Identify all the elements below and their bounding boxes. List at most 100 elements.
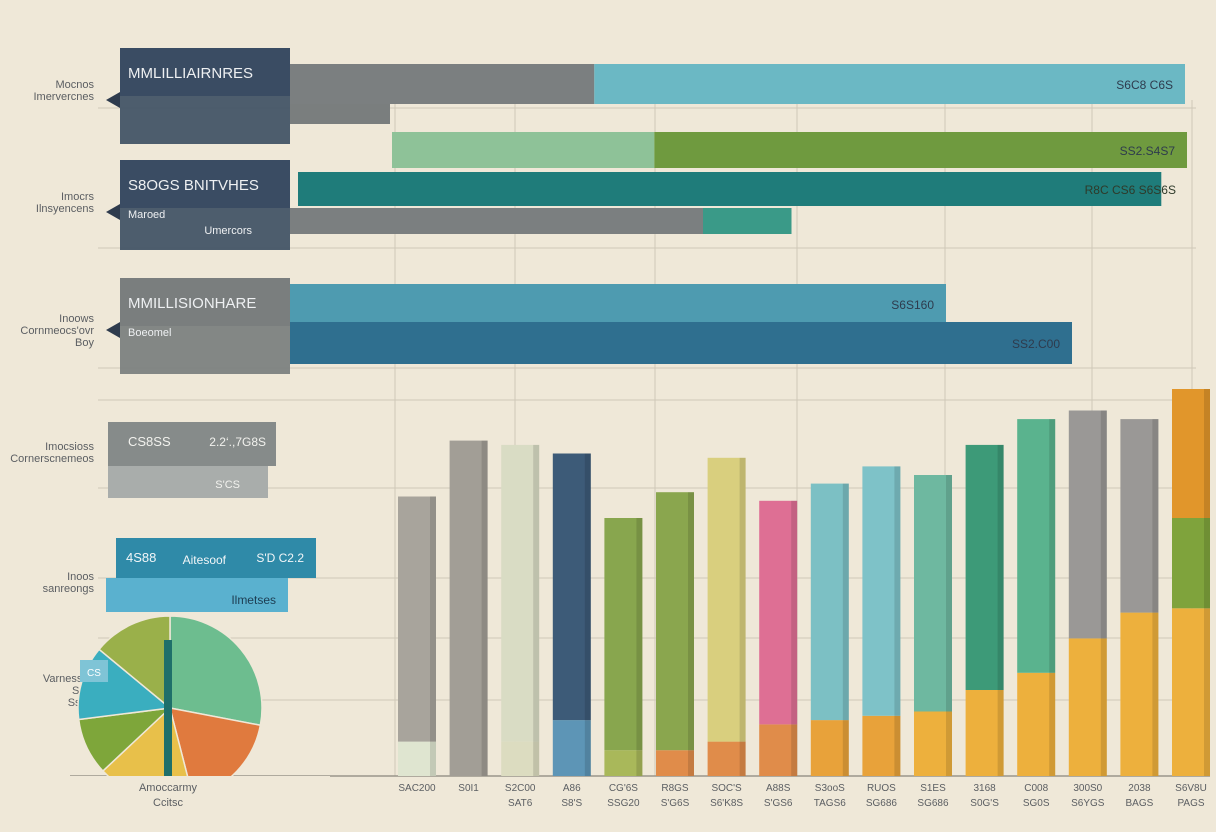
vbar-10-bottom <box>914 711 952 776</box>
pie-slice-5 <box>98 615 171 710</box>
vbar-0-shade <box>430 496 436 776</box>
x-sublabel-11: S0G'S <box>970 798 999 809</box>
vbar-4-bottom <box>604 750 643 776</box>
x-label-11: 3168 <box>973 783 996 794</box>
vbar-15-top <box>1172 389 1210 518</box>
vbar-13-top <box>1068 410 1107 639</box>
vbar-10-top <box>914 475 952 712</box>
x-sublabel-9: SG686 <box>866 798 898 809</box>
vertical-bars <box>398 389 1210 776</box>
vbar-8 <box>810 483 849 776</box>
vbar-3-bottom <box>552 720 591 776</box>
banner-title-2: MMILLISIONHARE <box>128 295 256 312</box>
x-sublabel-3: S8'S <box>561 798 582 809</box>
x-label-7: A88S <box>766 783 791 794</box>
banner-3: CS8SS 2.2‘.,7G8S S'CS <box>108 422 276 498</box>
banner-bottom <box>120 208 290 250</box>
vbar-9-top <box>862 466 901 716</box>
x-sublabel-10: SG686 <box>917 798 949 809</box>
vbar-9 <box>862 466 901 776</box>
vbar-7-shade <box>791 500 798 776</box>
x-label-8: S3ooS <box>815 783 845 794</box>
x-sublabel-14: BAGS <box>1126 798 1154 809</box>
vbar-2 <box>501 444 540 776</box>
banner-1: S8OGS BNITVHES Maroed Umercors <box>106 160 290 250</box>
x-label-4: CG'6S <box>609 783 638 794</box>
vbar-1-shade <box>481 440 488 776</box>
vbar-15-mid <box>1172 518 1210 609</box>
banner-sub-1: Maroed <box>128 209 165 221</box>
banner-title-4: 4S88 <box>126 550 156 565</box>
banner-fold <box>106 322 120 338</box>
vbar-7-bottom <box>759 724 798 776</box>
vbar-14-top <box>1120 419 1159 613</box>
vbar-2-bottom <box>501 741 540 776</box>
x-label-13: 300S0 <box>1073 783 1102 794</box>
x-axis-labels: SAC200 S0I1 S2C00 SAT6 A86 S8'S CG'6S SSG20 R8GS… <box>398 783 1206 809</box>
vbar-6-top <box>707 457 746 742</box>
x-label-9: RUOS <box>867 783 896 794</box>
banner-top <box>108 422 276 466</box>
vbar-14-shade <box>1152 419 1159 776</box>
banner-sub2-4: S'D C2.2 <box>256 551 304 565</box>
hbar-2-value: R8C CS6 S6S6S <box>1085 183 1176 197</box>
banner-top <box>120 48 290 96</box>
vbar-1-top <box>449 440 488 776</box>
row-label-0-0: Mocnos <box>55 79 94 91</box>
vbar-2-top <box>501 444 540 742</box>
pie-label: Amoccarmy <box>139 782 198 794</box>
vbar-4-top <box>604 518 643 751</box>
vbar-13 <box>1068 410 1107 776</box>
vbar-6-bottom <box>707 741 746 776</box>
vbar-11-shade <box>997 444 1004 776</box>
vbar-11-top <box>965 444 1004 690</box>
banner-sub2-1: Umercors <box>204 225 252 237</box>
row-label-3-1: Cornerscnemeos <box>10 453 94 465</box>
pie-sublabel: Ccitsc <box>153 797 183 809</box>
row-label-4-0: Inoos <box>67 571 94 583</box>
hbar-2-seg-0 <box>298 172 1162 206</box>
x-label-6: SOC'S <box>711 783 742 794</box>
hbar-5: SS2.C00 <box>290 322 1072 364</box>
row-label-0-1: Imervercnes <box>33 91 94 103</box>
vbar-12-shade <box>1049 419 1056 776</box>
banner-4: 4S88 Aitesoof S'D C2.2 Ilmetses <box>106 538 316 612</box>
hbar-3-seg-1 <box>703 208 792 234</box>
vbar-8-bottom <box>810 720 849 776</box>
vbar-6 <box>707 457 746 776</box>
hbar-1-value: SS2.S4S7 <box>1120 144 1176 158</box>
x-label-12: C008 <box>1024 783 1048 794</box>
row-label-2-0: Inoows <box>59 313 94 325</box>
hbar-1: SS2.S4S7 <box>392 132 1187 168</box>
x-label-10: S1ES <box>920 783 946 794</box>
vbar-0-top <box>398 496 436 742</box>
vbar-9-shade <box>894 466 901 776</box>
label-banners: MMLILLIAIRNRES S8OGS BNITVHES Maroed Umerco… <box>106 48 390 612</box>
banner-title-0: MMLILLIAIRNRES <box>128 65 253 82</box>
hbar-3 <box>290 208 792 234</box>
x-sublabel-7: S'GS6 <box>764 798 793 809</box>
banner-2: MMILLISIONHARE Boeomel <box>106 278 290 374</box>
hbar-4: S6S160 <box>290 284 946 324</box>
vbar-7 <box>759 500 798 776</box>
hbar-4-seg-0 <box>290 284 946 324</box>
vbar-5-shade <box>688 492 694 776</box>
vbar-8-top <box>810 483 849 721</box>
vbar-7-top <box>759 500 798 725</box>
vbar-12-bottom <box>1017 672 1056 776</box>
pie-tag: CS <box>87 668 101 679</box>
vbar-0 <box>398 496 436 776</box>
pie-mask <box>0 776 330 832</box>
row-label-2-2: Boy <box>75 337 94 349</box>
x-label-14: 2038 <box>1128 783 1151 794</box>
hbar-0-value: S6C8 C6S <box>1116 78 1173 92</box>
banner-top <box>116 538 316 578</box>
hbar-0-seg-1 <box>594 64 1185 104</box>
hbar-5-value: SS2.C00 <box>1012 337 1060 351</box>
x-label-15: S6V8U <box>1175 783 1207 794</box>
banner-top <box>120 160 290 208</box>
pie-chart: CS Amoccarmy Ccitsc <box>0 615 330 832</box>
banner-sub-3: 2.2‘.,7G8S <box>209 435 266 449</box>
vbar-1 <box>449 440 488 776</box>
